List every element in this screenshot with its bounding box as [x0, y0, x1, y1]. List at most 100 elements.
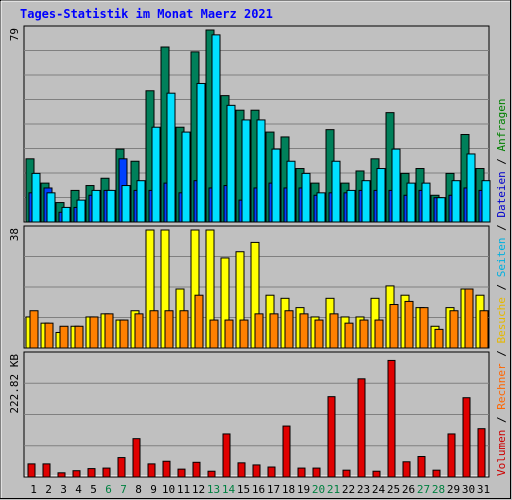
bar-volumen — [207, 470, 216, 478]
x-tick-label: 4 — [75, 483, 82, 496]
legend-entry: / — [495, 151, 508, 171]
bar-volumen — [357, 378, 366, 478]
bar-volumen — [72, 470, 81, 478]
bar-volumen — [477, 428, 486, 478]
bar-seiten — [226, 104, 236, 223]
bar-rechner — [239, 319, 249, 349]
bar-volumen — [417, 456, 426, 478]
y-axis-max-label-requests: 79 — [8, 28, 21, 41]
x-tick-label: 6 — [105, 483, 112, 496]
x-tick-label: 8 — [135, 483, 142, 496]
bar-rechner — [389, 304, 399, 349]
bar-seiten — [46, 192, 56, 223]
bars — [25, 29, 491, 478]
x-tick-label: 7 — [120, 483, 127, 496]
bar-seiten — [466, 153, 476, 223]
bar-volumen — [342, 469, 351, 478]
x-tick-label: 11 — [177, 483, 190, 496]
bar-rechner — [344, 322, 354, 349]
bar-seiten — [331, 160, 341, 223]
bar-volumen — [387, 359, 396, 478]
legend-entry: Rechner — [495, 363, 508, 410]
bar-volumen — [192, 461, 201, 478]
legend-entry: Anfragen — [495, 98, 508, 151]
bar-volumen — [27, 463, 36, 478]
x-tick-label: 12 — [192, 483, 205, 496]
x-tick-label: 30 — [462, 483, 475, 496]
bar-volumen — [222, 433, 231, 478]
bar-volumen — [312, 467, 321, 478]
x-tick-label: 26 — [402, 483, 415, 496]
bar-seiten — [436, 197, 446, 223]
x-tick-label: 15 — [237, 483, 250, 496]
x-tick-label: 23 — [357, 483, 370, 496]
x-tick-label: 29 — [447, 483, 460, 496]
bar-rechner — [284, 310, 294, 349]
x-tick-label: 17 — [267, 483, 280, 496]
bar-seiten — [196, 82, 206, 223]
bar-volumen — [87, 468, 96, 478]
x-tick-label: 22 — [342, 483, 355, 496]
bar-rechner — [419, 307, 429, 349]
bar-rechner — [74, 325, 84, 349]
x-tick-label: 14 — [222, 483, 236, 496]
bar-volumen — [447, 433, 456, 478]
bar-seiten — [301, 172, 311, 223]
bar-volumen — [42, 463, 51, 478]
bar-seiten — [376, 168, 386, 223]
x-tick-label: 13 — [207, 483, 220, 496]
bar-seiten — [106, 189, 116, 223]
bar-rechner — [434, 328, 444, 349]
legend-entry: / — [495, 218, 508, 238]
bar-rechner — [89, 316, 99, 349]
x-tick-label: 2 — [45, 483, 52, 496]
legend-entry: / — [495, 344, 508, 364]
bar-seiten — [346, 189, 356, 223]
x-tick-label: 3 — [60, 483, 67, 496]
x-tick-label: 1 — [30, 483, 37, 496]
bar-rechner — [224, 319, 234, 349]
x-tick-label: 16 — [252, 483, 265, 496]
bar-rechner — [299, 313, 309, 349]
bar-seiten — [211, 34, 221, 223]
x-tick-label: 10 — [162, 483, 175, 496]
bar-seiten — [316, 192, 326, 223]
x-tick-label: 28 — [432, 483, 445, 496]
bar-volumen — [57, 472, 66, 478]
x-tick-label: 24 — [372, 483, 386, 496]
x-axis-day-labels: 1 2 3 4 5 6 7 8 9 10 11 12 13 14 15 16 17 18 19 20 21 22 23 24 2… — [30, 483, 490, 496]
bar-rechner — [29, 310, 39, 349]
bar-rechner — [44, 322, 54, 349]
bar-seiten — [286, 160, 296, 223]
bar-seiten — [31, 172, 41, 223]
bar-seiten — [421, 182, 431, 223]
bar-seiten — [256, 119, 266, 223]
bar-volumen — [117, 457, 126, 478]
x-tick-label: 20 — [312, 483, 325, 496]
bar-volumen — [237, 462, 246, 478]
y-axis-max-label-volume: 222.82 KB — [8, 354, 21, 414]
legend-entry: / — [495, 410, 508, 430]
legend-entry: Dateien — [495, 171, 508, 217]
bar-rechner — [404, 300, 414, 349]
bar-volumen — [102, 467, 111, 478]
bar-volumen — [267, 466, 276, 478]
bar-rechner — [449, 310, 459, 349]
bar-rechner — [104, 313, 114, 349]
bar-rechner — [254, 313, 264, 349]
bar-volumen — [132, 438, 141, 478]
bar-rechner — [374, 319, 384, 349]
legend-entry: Volumen — [495, 430, 508, 476]
bar-volumen — [252, 464, 261, 478]
bar-rechner — [134, 313, 144, 349]
bar-rechner — [329, 313, 339, 349]
bar-rechner — [314, 319, 324, 349]
bar-volumen — [162, 460, 171, 478]
x-tick-label: 5 — [90, 483, 97, 496]
bar-rechner — [194, 294, 204, 349]
bar-seiten — [481, 180, 491, 223]
bar-rechner — [269, 313, 279, 349]
bar-volumen — [282, 425, 291, 478]
x-tick-label: 19 — [297, 483, 310, 496]
bar-rechner — [209, 319, 219, 349]
